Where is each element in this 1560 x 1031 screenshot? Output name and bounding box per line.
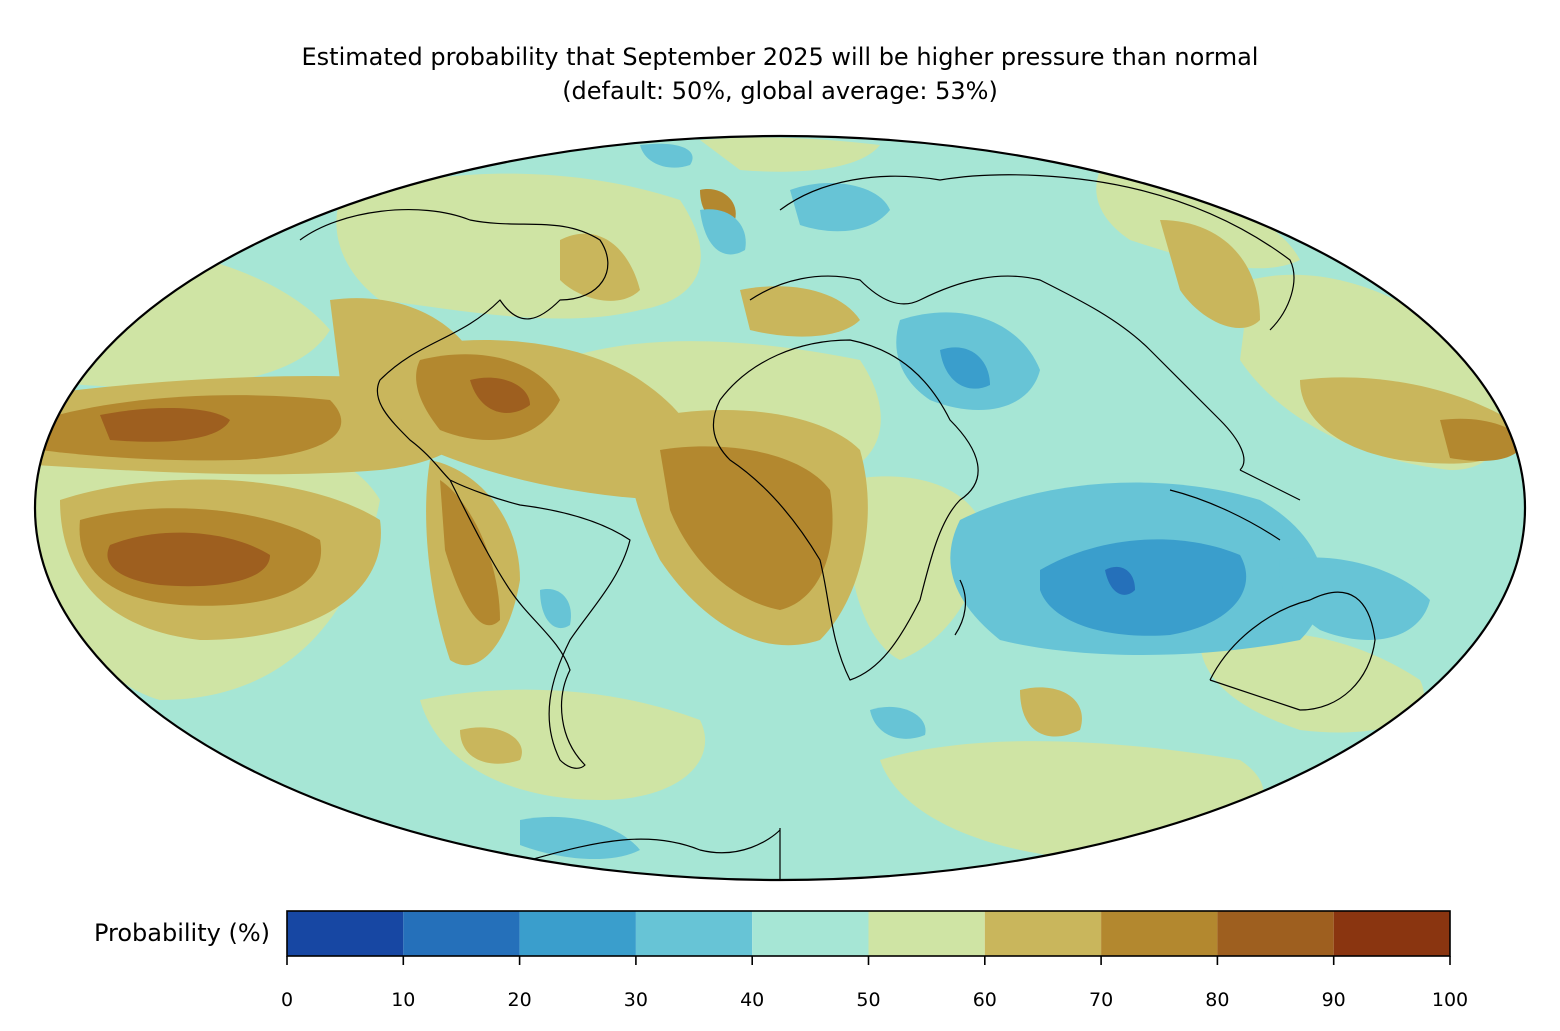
colorbar-tick-label: 10 <box>391 989 415 1011</box>
field-80-90-region <box>470 377 530 413</box>
map-title-line1: Estimated probability that September 202… <box>301 43 1259 71</box>
probability-field <box>35 136 1525 880</box>
colorbar-tick-label: 80 <box>1205 989 1229 1011</box>
field-80-90-region <box>100 408 230 442</box>
colorbar-tick-label: 60 <box>973 989 997 1011</box>
field-30-40-region <box>640 143 693 168</box>
colorbar-tick-label: 50 <box>856 989 880 1011</box>
colorbar-bin-40-50 <box>752 911 869 956</box>
field-50-60-region <box>847 476 982 660</box>
field-50-60-region <box>1200 632 1424 733</box>
colorbar-tick-label: 70 <box>1089 989 1113 1011</box>
colorbar-tick-label: 20 <box>508 989 532 1011</box>
field-50-60-region <box>700 137 880 172</box>
field-70-80-region <box>1440 418 1525 461</box>
colorbar-bin-80-90 <box>1217 911 1334 956</box>
colorbar-label: Probability (%) <box>93 919 270 947</box>
coastlines <box>299 174 1376 880</box>
field-50-60-region <box>1096 170 1300 269</box>
field-50-60-region <box>420 689 706 800</box>
field-60-70-region <box>1020 687 1082 737</box>
field-60-70-region <box>460 727 522 764</box>
field-30-40-region <box>700 209 746 255</box>
colorbar-bins <box>287 911 1450 956</box>
north-america-coast <box>299 208 609 481</box>
field-70-80-region <box>660 446 833 610</box>
colorbar-bin-0-10 <box>287 911 404 956</box>
field-60-70-region <box>560 233 640 301</box>
field-20-30-region <box>1040 539 1247 636</box>
field-30-40-region <box>870 706 926 739</box>
field-10-20-region <box>1105 566 1135 595</box>
antarctica-coast <box>529 829 781 861</box>
maritime-continent-coast <box>1169 469 1301 541</box>
colorbar-tick-label: 100 <box>1432 989 1468 1011</box>
colorbar-bin-70-80 <box>1101 911 1218 956</box>
colorbar-tick-label: 90 <box>1322 989 1346 1011</box>
field-70-80-region <box>440 480 500 626</box>
field-60-70-region <box>740 286 860 337</box>
eurasia-south-coast <box>749 275 1245 471</box>
colorbar-ticks: 0 10 20 30 40 50 60 70 80 90 100 <box>281 956 1468 1011</box>
colorbar-tick-label: 40 <box>740 989 764 1011</box>
australia-coast <box>1209 591 1376 711</box>
colorbar-bin-90-100 <box>1333 911 1450 956</box>
globe-outline <box>33 134 1527 882</box>
colorbar-bin-50-60 <box>868 911 985 956</box>
map-title-line2: (default: 50%, global average: 53%) <box>562 77 998 105</box>
colorbar-tick-label: 0 <box>281 989 293 1011</box>
field-80-90-region <box>107 532 270 587</box>
eurasia-north-coast <box>779 174 1295 331</box>
colorbar-bin-30-40 <box>635 911 753 956</box>
south-america-coast <box>449 479 631 769</box>
field-30-40-region <box>1279 557 1430 640</box>
field-20-30-region <box>940 347 990 389</box>
field-30-40-region <box>790 182 890 232</box>
colorbar-bin-60-70 <box>984 911 1102 956</box>
colorbar-tick-label: 30 <box>624 989 648 1011</box>
field-30-40-region <box>520 816 640 860</box>
colorbar-bin-10-20 <box>403 911 520 956</box>
map-title: Estimated probability that September 202… <box>0 40 1560 108</box>
colorbar-bin-20-30 <box>519 911 636 956</box>
field-60-70-region <box>1160 220 1260 329</box>
madagascar-coast <box>954 579 967 636</box>
field-30-40-region <box>540 589 571 629</box>
africa-coast <box>712 339 979 681</box>
